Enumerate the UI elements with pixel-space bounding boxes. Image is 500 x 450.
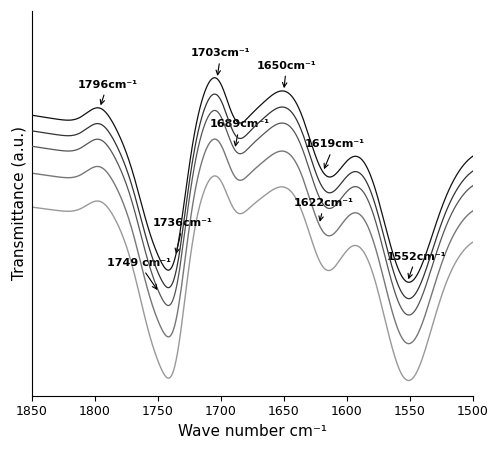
Y-axis label: Transmittance (a.u.): Transmittance (a.u.): [11, 126, 26, 280]
X-axis label: Wave number cm⁻¹: Wave number cm⁻¹: [178, 424, 327, 439]
Text: 1619cm⁻¹: 1619cm⁻¹: [304, 140, 364, 168]
Text: 1650cm⁻¹: 1650cm⁻¹: [256, 61, 316, 87]
Text: 1749 cm⁻¹: 1749 cm⁻¹: [107, 258, 171, 289]
Text: 1689cm⁻¹: 1689cm⁻¹: [210, 119, 270, 146]
Text: 1622cm⁻¹: 1622cm⁻¹: [294, 198, 354, 220]
Text: 1703cm⁻¹: 1703cm⁻¹: [191, 48, 250, 75]
Text: 1736cm⁻¹: 1736cm⁻¹: [153, 218, 213, 253]
Text: 1796cm⁻¹: 1796cm⁻¹: [78, 80, 138, 104]
Text: 1552cm⁻¹: 1552cm⁻¹: [386, 252, 446, 278]
